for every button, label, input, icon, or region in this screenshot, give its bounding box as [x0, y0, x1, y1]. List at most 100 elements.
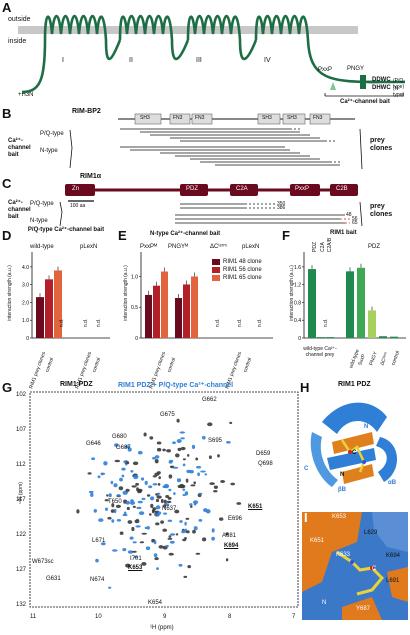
nmr-peak-187 [123, 511, 127, 516]
peak-w673sc: W673sc [32, 559, 54, 565]
surface-view [302, 512, 408, 620]
nmr-peak-181 [124, 445, 130, 449]
nmr-peak-215 [168, 460, 173, 464]
nmr-peak-97 [108, 586, 112, 589]
nmr-peak-70 [225, 532, 229, 536]
nmr-hsqc-spectrum [29, 391, 299, 608]
nmr-peak-182 [87, 472, 92, 475]
panel-f-ytick-label-2: 0.8 [294, 300, 301, 306]
nmr-peak-144 [176, 418, 180, 423]
nmr-peak-224 [166, 449, 172, 453]
panel-c-bait-label: Ca²⁺- channel bait [8, 200, 31, 220]
panel-i-label-l629: L629 [364, 530, 378, 536]
nmr-peak-93 [204, 473, 208, 476]
nmr-peak-63 [153, 553, 158, 558]
nmr-peak-52 [155, 498, 160, 503]
panel-d-ylabel: interaction strength (a.u.) [7, 265, 13, 321]
panel-d-nd-2: n.d. [83, 318, 90, 328]
nmr-peak-157 [196, 465, 202, 469]
nmr-peak-92 [213, 490, 218, 493]
panel-i-label-n: N [322, 600, 327, 606]
nmr-peak-41 [146, 526, 150, 530]
nmr-peak-140 [126, 461, 130, 465]
panel-e-nd-1: n.d. [215, 318, 222, 328]
pngy-motif-label: PNGY [347, 66, 365, 72]
nmr-peak-191 [180, 437, 185, 440]
nmr-peak-189 [133, 474, 139, 480]
rim1-domain-map [59, 184, 363, 227]
nmr-peak-214 [236, 502, 242, 505]
panel-i-label-k694: K694 [386, 553, 401, 559]
panel-h-label-n2: N [340, 472, 345, 478]
nmr-peak-190 [225, 558, 229, 562]
domain-iii-label: III [196, 57, 202, 64]
rim1-zn-domain: Zn [72, 186, 80, 192]
nmr-peak-211 [178, 563, 183, 567]
channel-bait-label: Ca²⁺-channel bait [340, 99, 390, 105]
nmr-peak-77 [125, 463, 128, 466]
panel-h-title: RIM1 PDZ [338, 381, 371, 388]
nmr-peak-185 [134, 555, 138, 559]
panel-b-bait-label: Ca²⁺- channel bait [8, 138, 31, 158]
nmr-peak-61 [121, 474, 125, 478]
nmr-peak-109 [103, 461, 108, 466]
peak-k653: K653 [128, 565, 143, 571]
nmr-peak-132 [183, 575, 188, 578]
peak-n637: N637 [162, 506, 177, 512]
nmr-peak-162 [114, 459, 121, 463]
panel-h-label-alphab: αB [388, 480, 397, 486]
nmr-peak-64 [155, 522, 160, 526]
panel-e-bar-chart: 0 0.5 1.0 [131, 252, 273, 342]
nmr-peak-158 [187, 565, 191, 569]
nmr-peak-209 [113, 483, 118, 488]
nmr-peak-95 [138, 511, 145, 515]
nmr-peak-81 [125, 500, 130, 505]
nmr-peak-6 [162, 448, 166, 452]
panel-f-domain-c2a: C2A [319, 242, 326, 252]
panel-i-label-k653: K653 [332, 514, 347, 520]
nmr-peak-199 [119, 477, 123, 482]
nmr-peak-106 [185, 517, 190, 520]
nmr-peak-83 [184, 491, 189, 496]
nmr-peak-112 [127, 520, 133, 524]
panel-d-ytick-label-4: 4.0 [22, 265, 29, 271]
domain-iv-label: IV [264, 57, 271, 64]
nmr-peak-206 [177, 485, 182, 488]
nmr-peak-139 [191, 444, 196, 449]
nmr-peak-167 [181, 530, 186, 534]
nmr-peak-69 [88, 490, 94, 494]
panel-f-bar-3 [346, 271, 354, 338]
rimbp2-fn3-3: FN3 [313, 115, 323, 121]
nmr-peak-78 [126, 506, 130, 511]
nmr-peak-48 [168, 474, 173, 479]
panel-e-bar-s0-c1 [175, 298, 182, 338]
nmr-peak-59 [182, 463, 186, 467]
panel-d-letter: D [2, 228, 12, 243]
nmr-peak-150 [217, 454, 220, 458]
panel-d-ytick-label-2: 2.0 [22, 300, 29, 306]
surface-drawing [302, 512, 408, 620]
nmr-peak-198 [135, 482, 139, 486]
nmr-peak-45 [197, 472, 201, 477]
panel-f-bar-2 [326, 337, 334, 338]
nmr-peak-87 [179, 431, 186, 434]
nmr-peak-20 [158, 476, 161, 480]
nmr-peak-169 [129, 536, 134, 540]
nmr-peak-40 [107, 516, 112, 520]
panel-h-letter: H [300, 380, 310, 395]
panel-f-bar-0 [308, 269, 316, 338]
nmr-peak-54 [104, 499, 110, 502]
nmr-peak-188 [190, 505, 193, 508]
nmr-peak-47 [122, 548, 127, 552]
panel-f-letter: F [282, 228, 290, 243]
nmr-peak-159 [137, 500, 143, 504]
panel-d-nd-3: n.d. [96, 318, 103, 328]
nmr-peak-135 [108, 493, 112, 498]
nmr-peak-13 [189, 503, 193, 506]
panel-g-ytick-112: 112 [16, 462, 26, 468]
rim1-c2a-domain: C2A [236, 186, 248, 192]
nmr-peak-73 [116, 494, 121, 497]
peak-k654: K654 [148, 600, 163, 606]
nmr-peak-104 [150, 503, 154, 508]
nmr-peak-196 [156, 441, 162, 445]
